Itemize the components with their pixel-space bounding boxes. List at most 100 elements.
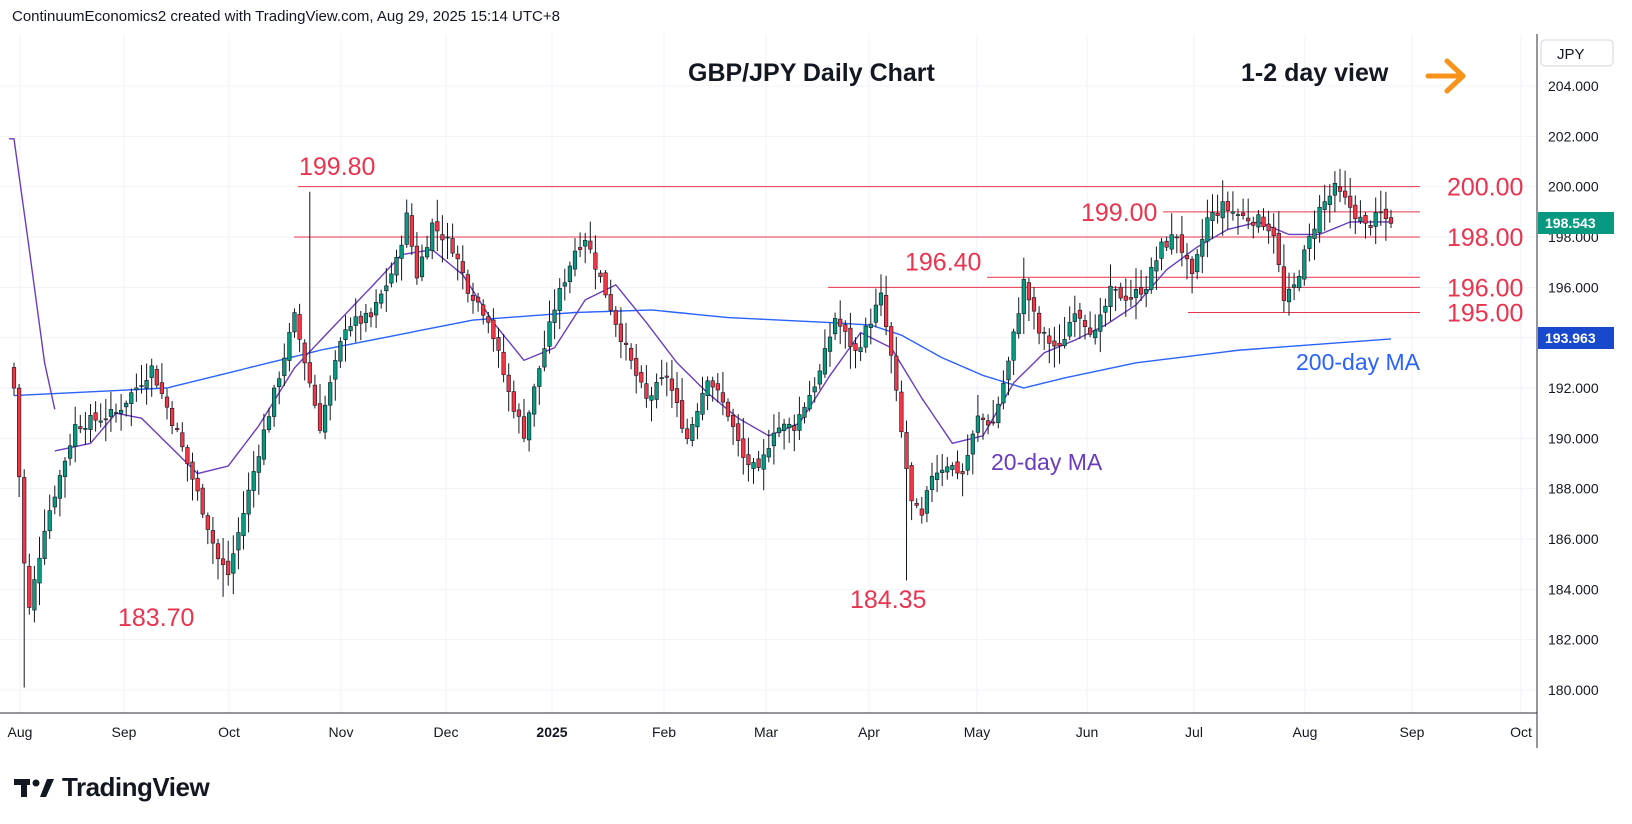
candle: [78, 414, 83, 434]
candle-body: [88, 415, 93, 430]
candle-body: [1343, 190, 1348, 198]
candle: [481, 299, 486, 325]
candle: [419, 244, 425, 282]
time-axis[interactable]: Aug Sep Oct Nov Dec 2025 Feb Mar Apr May Jun Jul Aug…: [8, 724, 1532, 740]
candle-body: [781, 423, 787, 431]
candle: [379, 289, 384, 309]
candle: [1241, 198, 1246, 220]
candle-body: [149, 365, 154, 378]
price-tick-label: 188.000: [1548, 481, 1599, 497]
candle-body: [322, 404, 328, 433]
candle-body: [154, 369, 159, 386]
candle: [690, 416, 695, 447]
candle-body: [1174, 236, 1179, 239]
candle-body: [1312, 228, 1317, 239]
arrow-right-icon: [1425, 58, 1466, 94]
tradingview-logo-icon: [14, 778, 54, 797]
candle-body: [710, 380, 715, 388]
candle-body: [450, 238, 455, 254]
time-tick-label: May: [964, 724, 990, 740]
candle-body: [506, 374, 511, 392]
candle-body: [618, 323, 623, 343]
candle-body: [1388, 217, 1394, 224]
candle: [1128, 279, 1133, 308]
candle: [858, 333, 863, 362]
candle: [1378, 190, 1383, 226]
price-axis[interactable]: 180.000 182.000 184.000 186.000 188.000 190.0…: [1548, 78, 1599, 698]
candle: [1195, 249, 1200, 280]
candle: [843, 320, 848, 349]
candle-body: [363, 312, 369, 323]
candle: [950, 462, 955, 477]
candle-body: [113, 412, 119, 414]
candle-body: [975, 415, 980, 433]
candle: [817, 364, 822, 390]
candle: [1266, 210, 1271, 244]
candle: [368, 307, 374, 328]
candle: [1307, 223, 1312, 262]
candle-body: [465, 274, 471, 294]
candle: [623, 322, 629, 361]
candle: [470, 282, 476, 314]
tradingview-logo[interactable]: TradingView: [14, 772, 210, 803]
time-tick-label: Aug: [8, 724, 33, 740]
candle-body: [1026, 282, 1031, 301]
candle: [878, 274, 884, 316]
ma200-line: [13, 309, 1392, 397]
candle-body: [720, 392, 725, 403]
candle-body: [159, 382, 165, 394]
candle-body: [1246, 217, 1251, 222]
price-tick-label: 204.000: [1548, 78, 1599, 94]
candle: [639, 365, 644, 389]
candle-body: [1266, 223, 1271, 232]
candle-body: [848, 327, 853, 348]
candle: [1297, 270, 1302, 292]
candle-body: [552, 309, 557, 323]
candle-body: [221, 558, 226, 565]
candle: [634, 344, 639, 394]
candle: [1006, 356, 1011, 396]
candle-body: [424, 247, 430, 258]
candle-body: [736, 423, 741, 441]
candle-body: [190, 461, 195, 480]
candle: [261, 413, 267, 466]
candle-body: [1052, 340, 1057, 347]
candle: [1072, 295, 1077, 337]
candle: [1281, 244, 1286, 313]
currency-box[interactable]: [1540, 39, 1614, 67]
candle: [659, 359, 664, 386]
price-tick-label: 184.000: [1548, 581, 1599, 597]
candle-body: [292, 312, 297, 333]
candle-body: [1062, 339, 1067, 347]
candle: [1235, 208, 1241, 235]
candle-body: [557, 288, 562, 311]
level-label: 198.00: [1447, 224, 1523, 252]
candle: [195, 470, 200, 501]
candle-body: [644, 383, 649, 399]
ma200-value: 193.963: [1545, 330, 1596, 346]
candle-body: [996, 403, 1001, 424]
candle: [1337, 168, 1343, 203]
candle-body: [649, 395, 654, 401]
candle: [68, 433, 73, 466]
candle: [970, 430, 975, 475]
candle-body: [526, 412, 532, 441]
candle-body: [1118, 287, 1123, 299]
candle-body: [1067, 321, 1072, 337]
candle: [685, 418, 690, 445]
candle: [838, 300, 843, 345]
candle: [1031, 287, 1037, 330]
candle-body: [532, 386, 537, 415]
tradingview-brand-name: TradingView: [62, 772, 210, 802]
candle-body: [1190, 258, 1195, 275]
candle: [506, 363, 511, 412]
candle-body: [302, 342, 307, 364]
candle: [450, 223, 455, 257]
candle: [1047, 328, 1052, 364]
candle: [333, 350, 338, 401]
candle: [965, 434, 970, 476]
candle-body: [246, 489, 251, 515]
candle: [277, 371, 282, 405]
candle: [200, 483, 205, 519]
